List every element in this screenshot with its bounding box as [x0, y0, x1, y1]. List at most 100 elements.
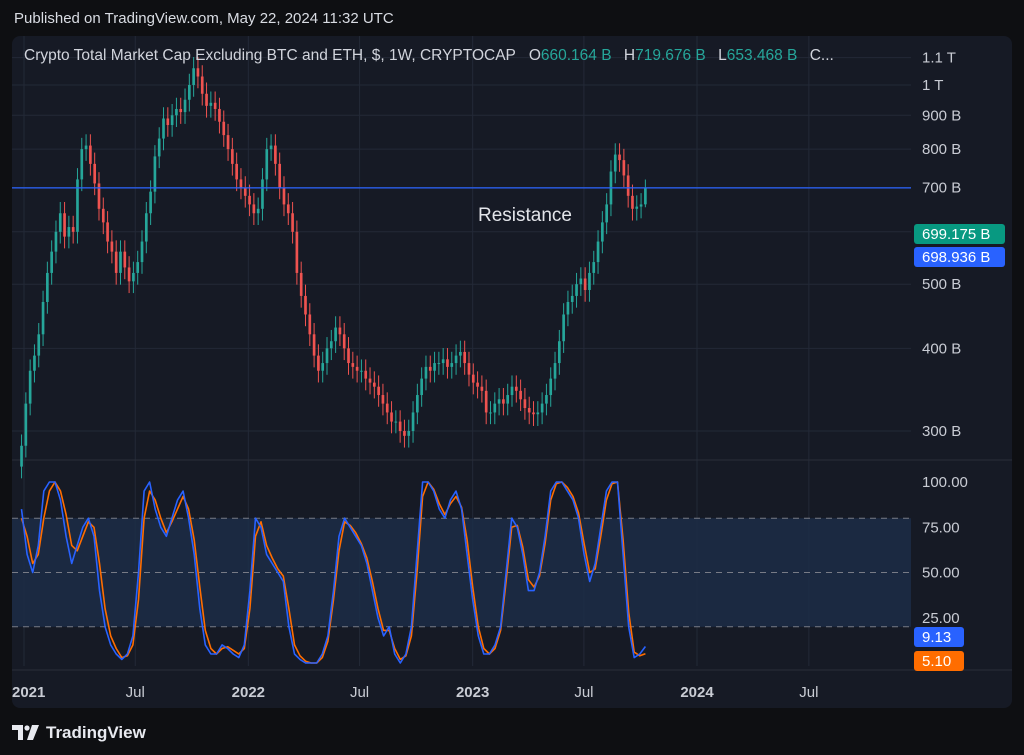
- candle-body: [390, 412, 393, 422]
- legend-title: Crypto Total Market Cap Excluding BTC an…: [24, 47, 516, 64]
- price-axis-tick: 1.1 T: [922, 50, 956, 67]
- candle-body: [187, 85, 191, 100]
- candle-body: [489, 412, 492, 414]
- candle-body: [80, 149, 84, 180]
- candle-body: [123, 251, 127, 268]
- candle-body: [394, 421, 398, 423]
- candle-body: [450, 363, 454, 367]
- candle-body: [575, 284, 578, 296]
- candle-body: [149, 191, 152, 214]
- candle-body: [325, 348, 329, 364]
- candle-body: [454, 355, 458, 364]
- candle-body: [110, 241, 114, 252]
- stoch-value-tag: [914, 627, 964, 647]
- candle-body: [476, 382, 479, 387]
- candle-body: [527, 407, 531, 413]
- candle-body: [433, 363, 436, 371]
- candle-body: [205, 93, 208, 106]
- candle-body: [179, 108, 183, 113]
- candle-body: [243, 187, 247, 196]
- stoch-axis-tick: 75.00: [922, 519, 960, 536]
- candle-body: [192, 68, 195, 85]
- candle-body: [502, 399, 505, 404]
- candle-body: [67, 227, 71, 237]
- candle-body: [89, 145, 92, 164]
- candle-body: [50, 251, 53, 273]
- candle-body: [403, 431, 406, 436]
- candle-body: [583, 278, 587, 291]
- candle-body: [136, 262, 140, 273]
- candle-body: [407, 431, 411, 436]
- candle-body: [351, 363, 355, 367]
- candle-body: [127, 267, 131, 282]
- candle-body: [312, 334, 316, 356]
- candle-body: [605, 204, 608, 223]
- candle-body: [493, 403, 497, 413]
- price-axis-tick: 500 B: [922, 276, 961, 293]
- price-axis-tick: 700 B: [922, 180, 961, 197]
- candle-body: [33, 355, 36, 371]
- candle-body: [532, 412, 535, 415]
- legend-high-value: 719.676 B: [635, 47, 706, 64]
- time-axis-tick: 2022: [232, 684, 265, 701]
- candle-body: [347, 348, 350, 364]
- time-axis-tick: 2023: [456, 684, 489, 701]
- candle-body: [618, 154, 621, 161]
- candle-body: [626, 175, 630, 196]
- candle-body: [114, 251, 118, 273]
- candle-body: [613, 154, 617, 172]
- candle-body: [286, 204, 290, 214]
- candle-body: [200, 76, 204, 94]
- time-axis-tick: Jul: [574, 684, 593, 701]
- legend-low-label: L: [718, 47, 727, 64]
- candle-body: [213, 102, 217, 109]
- candle-body: [463, 351, 467, 364]
- candle-body: [519, 390, 522, 400]
- candle-body: [183, 99, 187, 113]
- candle-body: [601, 222, 604, 242]
- published-caption: Published on TradingView.com, May 22, 20…: [14, 10, 394, 27]
- candle-body: [46, 272, 49, 302]
- candle-body: [84, 145, 88, 150]
- candle-body: [338, 327, 342, 335]
- candle-body: [441, 359, 445, 364]
- candle-body: [106, 222, 109, 242]
- candle-body: [385, 403, 389, 413]
- candle-body: [132, 272, 135, 282]
- price-axis-tick: 300 B: [922, 423, 961, 440]
- candle-body: [416, 395, 419, 413]
- candle-body: [321, 363, 325, 371]
- candle-body: [411, 412, 415, 431]
- candle-body: [278, 163, 282, 188]
- candle-body: [428, 366, 432, 371]
- candle-body: [545, 395, 548, 404]
- candle-body: [144, 213, 148, 242]
- candle-body: [467, 363, 471, 375]
- candle-body: [162, 118, 165, 139]
- candle-body: [175, 108, 178, 116]
- candle-body: [274, 145, 277, 164]
- candle-body: [28, 370, 32, 404]
- footer: TradingView: [12, 718, 146, 748]
- candle-body: [24, 403, 28, 446]
- resistance-label: Resistance: [478, 205, 572, 226]
- stoch-axis-tick: 100.00: [922, 474, 968, 491]
- candle-body: [157, 138, 161, 157]
- stoch-value-label: 9.13: [922, 629, 951, 646]
- candle-body: [377, 386, 380, 396]
- candle-body: [295, 231, 299, 273]
- candle-body: [261, 179, 264, 209]
- candle-body: [196, 68, 200, 77]
- price-tag: [914, 224, 1005, 244]
- candle-body: [252, 204, 256, 214]
- candle-body: [592, 262, 596, 273]
- footer-brand[interactable]: TradingView: [46, 723, 146, 742]
- candle-body: [256, 208, 260, 214]
- candle-body: [549, 378, 553, 396]
- candle-body: [76, 179, 79, 232]
- candle-body: [372, 382, 376, 387]
- candle-body: [596, 241, 600, 263]
- candle-body: [562, 314, 565, 342]
